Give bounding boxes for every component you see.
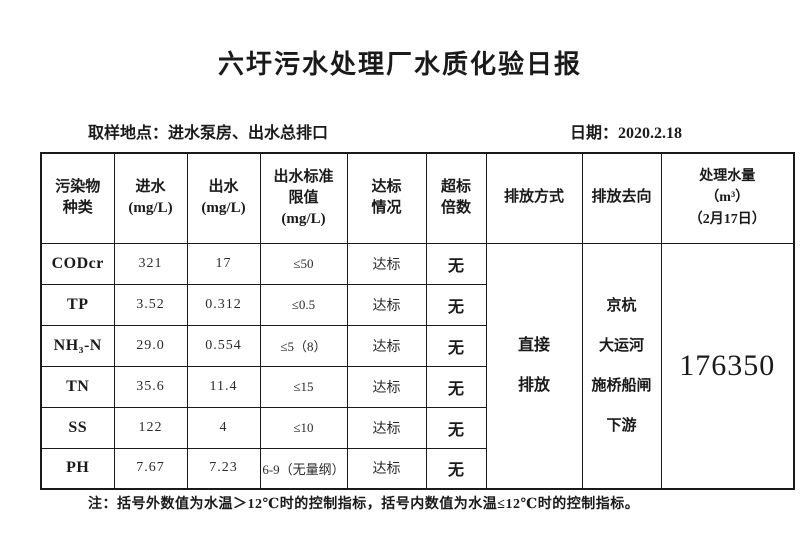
influent-value: 7.67 [113, 447, 188, 490]
pollutant-name: CODcr [40, 242, 115, 285]
pollutant-name: SS [40, 406, 115, 449]
header-influent: 进水 (mg/L) [113, 152, 188, 244]
influent-value: 29.0 [113, 324, 188, 367]
treated-volume-cell: 176350 [660, 242, 795, 490]
report-table: 污染物 种类 进水 (mg/L) 出水 (mg/L) 出水标准 限值 (mg/L… [40, 152, 795, 490]
exceed-value: 无 [425, 365, 487, 408]
pollutant-name: TP [40, 283, 115, 326]
influent-value: 122 [113, 406, 188, 449]
header-exceed-multiple: 超标 倍数 [425, 152, 487, 244]
table-row-tn: TN 35.6 11.4 ≤15 达标 无 [40, 365, 794, 408]
limit-value: ≤0.5 [259, 283, 348, 326]
status-value: 达标 [346, 324, 427, 367]
status-value: 达标 [346, 447, 427, 490]
influent-value: 321 [113, 242, 188, 285]
page-title: 六圩污水处理厂水质化验日报 [217, 50, 582, 79]
exceed-value: 无 [425, 283, 487, 326]
header-discharge-destination: 排放去向 [581, 152, 662, 244]
header-treated-volume: 处理水量 （m³） （2月17日） [660, 152, 795, 244]
header-effluent: 出水 (mg/L) [186, 152, 261, 244]
header-effluent-limit: 出水标准 限值 (mg/L) [259, 152, 348, 244]
effluent-value: 0.554 [186, 324, 261, 367]
header-compliance-status: 达标 情况 [346, 152, 427, 244]
table-row-codcr: CODcr 321 17 ≤50 达标 无 直接 排放 京杭 大运河 施桥船闸 … [40, 242, 795, 490]
pollutant-name: PH [40, 447, 115, 490]
limit-value: ≤50 [259, 242, 348, 285]
limit-value: 6-9（无量纲） [259, 447, 348, 490]
table-row-nh3n: NH₃-N 29.0 0.554 ≤5（8） 达标 无 [40, 324, 794, 367]
influent-value: 3.52 [113, 283, 188, 326]
discharge-method-cell: 直接 排放 [485, 242, 583, 490]
status-value: 达标 [346, 365, 427, 408]
exceed-value: 无 [425, 324, 487, 367]
sampling-location-label: 取样地点：进水泵房、出水总排口 [88, 125, 329, 142]
table-row-tp: TP 3.52 0.312 ≤0.5 达标 无 [40, 283, 794, 326]
status-value: 达标 [346, 283, 427, 326]
limit-value: ≤15 [259, 365, 348, 408]
report-date-label: 日期：2020.2.18 [570, 125, 683, 142]
table-header-row: 污染物 种类 进水 (mg/L) 出水 (mg/L) 出水标准 限值 (mg/L… [40, 152, 795, 244]
pollutant-name: NH₃-N [40, 324, 115, 367]
limit-value: ≤10 [259, 406, 348, 449]
table-row-ss: SS 122 4 ≤10 达标 无 [40, 406, 794, 449]
effluent-value: 11.4 [186, 365, 261, 408]
header-pollutant-type: 污染物 种类 [40, 152, 115, 244]
header-discharge-method: 排放方式 [485, 152, 583, 244]
effluent-value: 0.312 [186, 283, 261, 326]
footnote-text: 注：括号外数值为水温＞12℃时的控制指标，括号内数值为水温≤12℃时的控制指标。 [88, 497, 640, 512]
effluent-value: 7.23 [186, 447, 261, 490]
exceed-value: 无 [425, 406, 487, 449]
exceed-value: 无 [425, 447, 487, 490]
table-row-ph: PH 7.67 7.23 6-9（无量纲） 达标 无 [40, 447, 794, 490]
status-value: 达标 [346, 242, 427, 285]
limit-value: ≤5（8） [259, 324, 348, 367]
discharge-destination-cell: 京杭 大运河 施桥船闸 下游 [581, 242, 662, 490]
effluent-value: 17 [186, 242, 261, 285]
effluent-value: 4 [186, 406, 261, 449]
pollutant-name: TN [40, 365, 115, 408]
influent-value: 35.6 [113, 365, 188, 408]
status-value: 达标 [346, 406, 427, 449]
exceed-value: 无 [425, 242, 487, 285]
